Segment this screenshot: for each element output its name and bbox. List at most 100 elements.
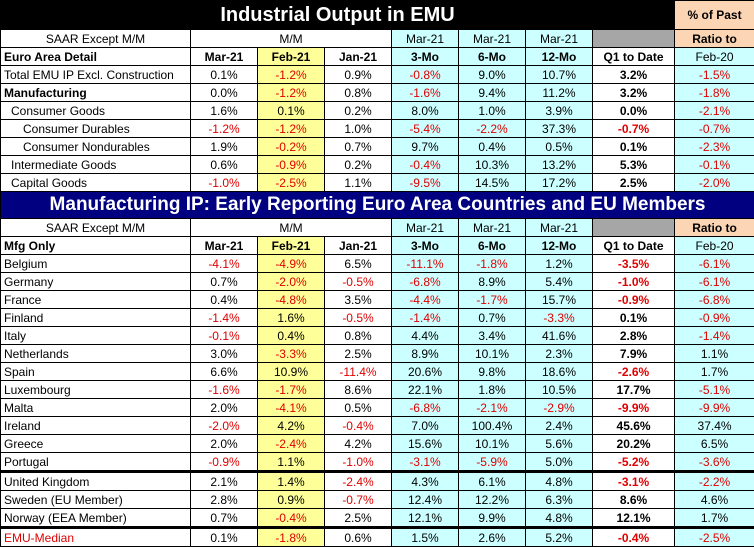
data-cell: 6.1% [459, 472, 526, 491]
data-cell: 1.0% [459, 102, 526, 120]
data-cell: 8.6% [325, 381, 392, 399]
data-cell: -0.7% [675, 120, 754, 138]
row-label: Consumer Nondurables [1, 138, 191, 156]
column-header: 3-Mo [392, 237, 459, 255]
data-cell: -0.1% [191, 327, 258, 345]
row-label: Intermediate Goods [1, 156, 191, 174]
data-cell: 4.8% [526, 472, 593, 491]
data-cell: -9.5% [392, 174, 459, 192]
column-header: Q1 to Date [593, 237, 675, 255]
data-cell: -2.1% [675, 102, 754, 120]
data-cell: 3.9% [526, 102, 593, 120]
data-cell: -3.3% [526, 309, 593, 327]
data-cell: 1.2% [526, 255, 593, 273]
data-cell: -3.3% [258, 345, 325, 363]
data-cell: -4.1% [191, 255, 258, 273]
ratio-label: Ratio to [675, 219, 754, 237]
data-cell: 2.0% [191, 435, 258, 453]
row-label: Manufacturing [1, 84, 191, 102]
data-cell: 9.0% [459, 66, 526, 84]
area-label: Mfg Only [1, 237, 191, 255]
column-header: 6-Mo [459, 48, 526, 66]
table-row: Sweden (EU Member)2.8%0.9%-0.7%12.4%12.2… [1, 491, 754, 509]
data-cell: -1.8% [459, 255, 526, 273]
data-cell: 12.2% [459, 491, 526, 509]
data-cell: 41.6% [526, 327, 593, 345]
data-cell: 22.1% [392, 381, 459, 399]
period-head: Mar-21 [526, 219, 593, 237]
data-cell: 9.8% [459, 363, 526, 381]
data-cell: 12.1% [593, 509, 675, 528]
period-head: Mar-21 [526, 30, 593, 48]
data-cell: 1.8% [459, 381, 526, 399]
table-row: Portugal-0.9%1.1%-1.0%-3.1%-5.9%5.0%-5.2… [1, 453, 754, 472]
data-cell: 37.4% [675, 417, 754, 435]
data-cell: -3.1% [593, 472, 675, 491]
data-cell: 0.1% [258, 102, 325, 120]
data-cell: 11.2% [526, 84, 593, 102]
data-cell: 10.5% [526, 381, 593, 399]
data-cell: 5.6% [526, 435, 593, 453]
data-cell: 0.1% [191, 528, 258, 547]
data-cell: -2.0% [258, 273, 325, 291]
bottom-title: Manufacturing IP: Early Reporting Euro A… [1, 192, 754, 219]
data-cell: -2.4% [325, 472, 392, 491]
row-label: United Kingdom [1, 472, 191, 491]
column-header: Feb-21 [258, 48, 325, 66]
data-cell: 0.7% [459, 309, 526, 327]
data-cell: 8.9% [459, 273, 526, 291]
data-cell: -2.2% [459, 120, 526, 138]
mm-label: M/M [191, 219, 392, 237]
data-cell: 3.4% [459, 327, 526, 345]
data-cell: 0.1% [593, 309, 675, 327]
data-cell: 10.7% [526, 66, 593, 84]
data-cell: 20.6% [392, 363, 459, 381]
data-cell: -5.4% [392, 120, 459, 138]
data-cell: -4.8% [258, 291, 325, 309]
data-cell: 10.1% [459, 435, 526, 453]
column-header: 12-Mo [526, 48, 593, 66]
column-header: 3-Mo [392, 48, 459, 66]
data-cell: 37.3% [526, 120, 593, 138]
column-header: Feb-20 [675, 237, 754, 255]
data-cell: 1.5% [392, 528, 459, 547]
data-cell: -3.5% [593, 255, 675, 273]
data-cell: -1.7% [258, 381, 325, 399]
data-cell: -1.4% [675, 327, 754, 345]
period-head: Mar-21 [392, 30, 459, 48]
data-cell: 2.6% [459, 528, 526, 547]
column-header: 12-Mo [526, 237, 593, 255]
data-cell: -3.6% [675, 453, 754, 472]
row-label: Finland [1, 309, 191, 327]
data-cell: 17.2% [526, 174, 593, 192]
data-cell: -2.0% [675, 174, 754, 192]
data-cell: -0.9% [675, 309, 754, 327]
data-cell: 5.2% [526, 528, 593, 547]
data-cell: -6.8% [392, 399, 459, 417]
row-label: Norway (EEA Member) [1, 509, 191, 528]
table-row: Consumer Durables-1.2%-1.2%1.0%-5.4%-2.2… [1, 120, 754, 138]
top-title: Industrial Output in EMU [1, 1, 675, 30]
data-cell: 5.0% [526, 453, 593, 472]
row-label: Consumer Durables [1, 120, 191, 138]
corner-header: % of Past [675, 1, 754, 30]
column-header: Mar-21 [191, 237, 258, 255]
data-cell: -4.9% [258, 255, 325, 273]
data-cell: 3.2% [593, 84, 675, 102]
data-cell: -6.1% [675, 273, 754, 291]
data-cell: 0.9% [258, 491, 325, 509]
data-cell: 0.2% [325, 156, 392, 174]
data-cell: 0.9% [325, 66, 392, 84]
data-cell: 3.5% [325, 291, 392, 309]
data-cell: -4.4% [392, 291, 459, 309]
data-cell: -9.9% [593, 399, 675, 417]
row-label: Total EMU IP Excl. Construction [1, 66, 191, 84]
data-cell: 2.1% [191, 472, 258, 491]
data-cell: 1.0% [325, 120, 392, 138]
column-header: Mar-21 [191, 48, 258, 66]
data-cell: 6.5% [325, 255, 392, 273]
data-cell: -0.1% [675, 156, 754, 174]
